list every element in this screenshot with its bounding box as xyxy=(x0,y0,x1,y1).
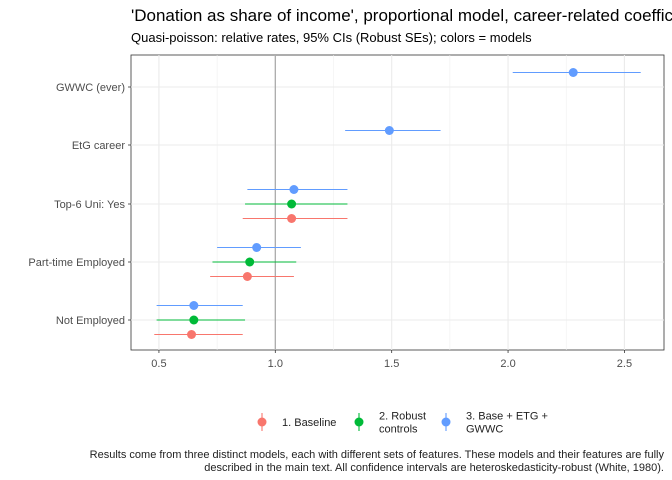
y-tick-label: Not Employed xyxy=(56,315,125,327)
point-estimate xyxy=(245,257,255,267)
data-marks xyxy=(154,68,641,339)
point-estimate xyxy=(187,330,197,339)
x-tick-label: 1.5 xyxy=(384,358,399,370)
legend-label: controls xyxy=(379,424,418,436)
legend-label: 2. Robust xyxy=(379,411,426,423)
caption-line: described in the main text. All confiden… xyxy=(204,462,664,474)
point-estimate xyxy=(287,199,297,209)
y-tick-label: Top-6 Uni: Yes xyxy=(54,199,125,211)
chart-title: 'Donation as share of income', proportio… xyxy=(131,6,672,25)
caption: Results come from three distinct models,… xyxy=(90,449,665,474)
point-estimate xyxy=(252,243,262,252)
chart-subtitle: Quasi-poisson: relative rates, 95% CIs (… xyxy=(131,30,532,45)
x-tick-label: 2.0 xyxy=(500,358,515,370)
caption-line: Results come from three distinct models,… xyxy=(90,449,665,461)
x-tick-label: 2.5 xyxy=(617,358,632,370)
x-tick-label: 0.5 xyxy=(151,358,166,370)
legend-key-point xyxy=(441,417,451,427)
y-tick-label: Part-time Employed xyxy=(28,257,125,269)
point-estimate xyxy=(242,272,252,281)
point-estimate xyxy=(289,185,299,194)
y-axis: GWWC (ever) EtG career Top-6 Uni: Yes Part-… xyxy=(28,82,131,327)
x-tick-label: 1.0 xyxy=(268,358,283,370)
point-estimate xyxy=(189,301,199,310)
x-axis: 0.5 1.0 1.5 2.0 2.5 xyxy=(151,350,632,370)
point-estimate xyxy=(384,126,394,135)
plot-panel xyxy=(130,54,665,351)
y-tick-label: GWWC (ever) xyxy=(56,82,125,94)
point-estimate xyxy=(287,214,297,223)
legend-key-point xyxy=(354,417,364,427)
legend-key-point xyxy=(257,417,267,427)
y-tick-label: EtG career xyxy=(72,140,126,152)
point-estimate xyxy=(568,68,578,77)
point-estimate xyxy=(189,315,199,325)
legend-label: GWWC xyxy=(466,424,503,436)
legend-label: 3. Base + ETG + xyxy=(466,411,548,423)
legend-label: 1. Baseline xyxy=(282,417,336,429)
